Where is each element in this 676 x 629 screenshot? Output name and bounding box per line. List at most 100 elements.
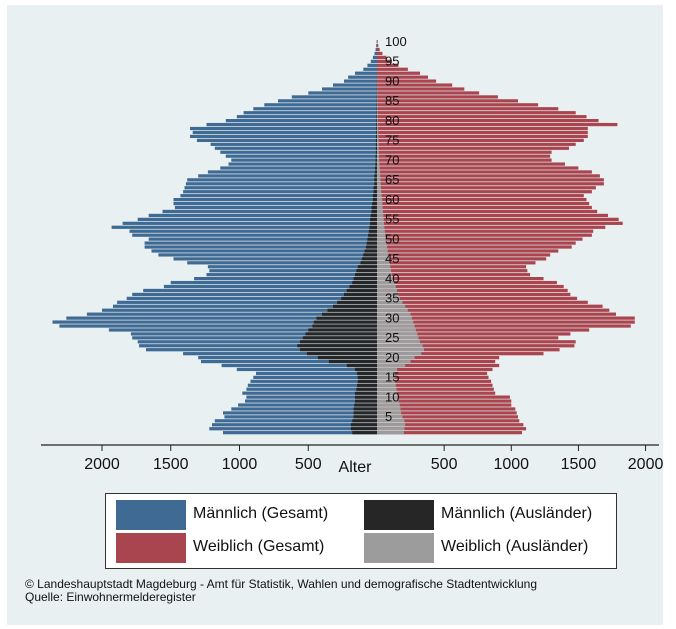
bar-maennlich-auslaender-age-33 [333,305,377,308]
bar-maennlich-auslaender-age-44 [361,261,378,264]
bar-weiblich-auslaender-age-62 [377,190,381,193]
x-tick-label-left: 2000 [84,456,120,473]
bar-maennlich-gesamt-age-78 [190,127,377,130]
bar-weiblich-auslaender-age-81 [377,115,378,118]
bar-maennlich-auslaender-age-68 [375,166,377,169]
bar-maennlich-gesamt-age-70 [231,159,377,162]
bar-weiblich-gesamt-age-82 [377,111,576,114]
bar-maennlich-auslaender-age-50 [367,238,377,241]
bar-maennlich-gesamt-age-45 [174,257,378,260]
bar-maennlich-auslaender-age-25 [303,336,377,339]
bar-maennlich-auslaender-age-24 [300,340,377,343]
bar-weiblich-auslaender-age-52 [377,230,385,233]
bar-weiblich-gesamt-age-79 [377,123,617,126]
bar-maennlich-auslaender-age-71 [376,155,377,158]
bar-weiblich-gesamt-age-60 [377,198,587,201]
bar-maennlich-auslaender-age-21 [307,352,377,355]
bar-weiblich-gesamt-age-51 [377,234,592,237]
bar-weiblich-gesamt-age-29 [377,320,635,323]
bar-weiblich-gesamt-age-28 [377,324,631,327]
bar-maennlich-gesamt-age-48 [145,245,377,248]
bar-maennlich-auslaender-age-17 [355,368,377,371]
bar-maennlich-gesamt-age-90 [344,80,377,83]
bar-maennlich-auslaender-age-73 [376,147,377,150]
bar-maennlich-gesamt-age-96 [373,56,377,59]
bar-maennlich-gesamt-age-49 [145,241,377,244]
bar-maennlich-gesamt-age-55 [138,218,377,221]
bar-weiblich-auslaender-age-57 [377,210,383,213]
bar-maennlich-auslaender-age-81 [376,115,377,118]
bar-maennlich-auslaender-age-63 [374,186,377,189]
age-tick-label: 70 [385,153,399,168]
bar-maennlich-gesamt-age-72 [220,151,377,154]
bar-maennlich-auslaender-age-45 [362,257,377,260]
bar-maennlich-auslaender-age-79 [376,123,377,126]
bar-maennlich-auslaender-age-62 [374,190,377,193]
bar-maennlich-auslaender-age-20 [318,356,377,359]
bar-maennlich-auslaender-age-56 [371,214,377,217]
age-tick-label: 20 [385,350,399,365]
bar-maennlich-auslaender-age-67 [375,170,377,173]
bar-weiblich-gesamt-age-67 [377,170,592,173]
legend-swatch-maennlich-gesamt [116,500,186,530]
bar-weiblich-gesamt-age-59 [377,202,589,205]
bar-maennlich-gesamt-age-92 [355,72,377,75]
bar-weiblich-gesamt-age-77 [377,131,588,134]
bar-weiblich-auslaender-age-54 [377,222,384,225]
bar-weiblich-gesamt-age-30 [377,317,635,320]
x-tick-label-left: 1500 [153,456,189,473]
bar-weiblich-gesamt-age-62 [377,190,592,193]
bar-weiblich-auslaender-age-53 [377,226,384,229]
bar-maennlich-gesamt-age-68 [220,166,377,169]
age-tick-label: 5 [385,409,392,424]
bar-weiblich-gesamt-age-56 [377,214,608,217]
bar-weiblich-auslaender-age-75 [377,139,379,142]
bar-weiblich-gesamt-age-36 [377,293,570,296]
bar-maennlich-gesamt-age-95 [371,60,377,63]
legend-swatch-weiblich-gesamt [116,533,186,563]
bar-weiblich-gesamt-age-71 [377,155,550,158]
bar-maennlich-auslaender-age-23 [297,344,377,347]
bar-maennlich-auslaender-age-43 [358,265,377,268]
bar-maennlich-auslaender-age-19 [329,360,377,363]
bar-maennlich-auslaender-age-2 [351,427,377,430]
bar-maennlich-gesamt-age-59 [174,202,378,205]
bar-maennlich-gesamt-age-46 [158,253,377,256]
bar-weiblich-gesamt-age-81 [377,115,587,118]
bar-weiblich-auslaender-age-65 [377,178,381,181]
bar-maennlich-gesamt-age-64 [186,182,377,185]
bar-weiblich-auslaender-age-56 [377,214,383,217]
bar-maennlich-gesamt-age-57 [163,210,378,213]
bar-weiblich-auslaender-age-61 [377,194,382,197]
bar-maennlich-gesamt-age-99 [376,44,377,47]
bar-maennlich-gesamt-age-87 [308,91,377,94]
bar-maennlich-gesamt-age-42 [209,269,377,272]
bar-maennlich-auslaender-age-5 [354,415,377,418]
bar-maennlich-auslaender-age-22 [300,348,377,351]
age-tick-label: 85 [385,93,399,108]
bar-maennlich-gesamt-age-51 [132,234,377,237]
bar-weiblich-gesamt-age-75 [377,139,584,142]
bar-maennlich-auslaender-age-54 [370,222,377,225]
bar-weiblich-gesamt-age-54 [377,222,623,225]
bar-maennlich-auslaender-age-11 [355,392,377,395]
bar-weiblich-auslaender-age-74 [377,143,379,146]
bar-weiblich-gesamt-age-68 [377,166,578,169]
x-tick-label-left: 500 [295,456,322,473]
bar-weiblich-gesamt-age-53 [377,226,605,229]
age-tick-label: 90 [385,74,399,89]
bar-weiblich-auslaender-age-79 [377,123,378,126]
bar-maennlich-auslaender-age-51 [368,234,377,237]
bar-weiblich-auslaender-age-55 [377,218,384,221]
bar-maennlich-gesamt-age-62 [183,190,377,193]
bar-maennlich-auslaender-age-31 [322,313,377,316]
bar-weiblich-gesamt-age-100 [377,40,378,43]
bar-weiblich-gesamt-age-72 [377,151,552,154]
bar-maennlich-gesamt-age-75 [197,139,377,142]
bar-weiblich-gesamt-age-73 [377,147,569,150]
bar-maennlich-gesamt-age-93 [363,68,377,71]
bar-weiblich-gesamt-age-55 [377,218,619,221]
bar-weiblich-auslaender-age-67 [377,170,380,173]
bar-weiblich-gesamt-age-37 [377,289,568,292]
bar-maennlich-auslaender-age-57 [372,210,378,213]
